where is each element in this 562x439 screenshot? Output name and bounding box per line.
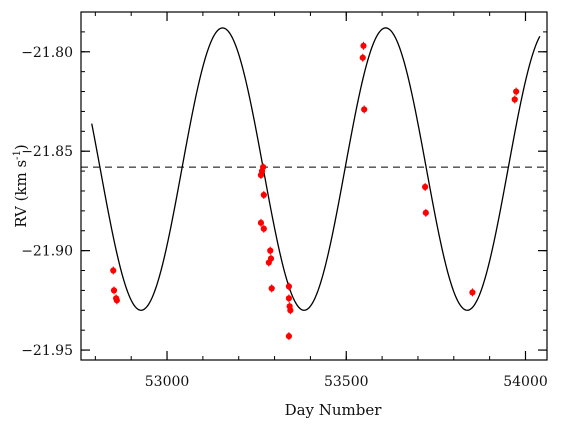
x-tick-label: 53000 xyxy=(145,374,190,390)
rv-data-point xyxy=(110,287,118,294)
rv-data-point xyxy=(513,88,520,95)
rv-data-point xyxy=(469,289,476,296)
minor-ticks xyxy=(81,11,547,360)
y-tick-label: −21.80 xyxy=(21,45,73,61)
rv-data-points xyxy=(110,41,520,341)
rv-data-point xyxy=(259,164,267,171)
rv-data-point xyxy=(267,247,274,254)
y-axis-title: RV (km s-1) xyxy=(12,144,30,228)
rv-data-point xyxy=(287,307,294,314)
rv-data-point xyxy=(113,297,120,304)
rv-data-point xyxy=(268,285,275,292)
rv-data-point xyxy=(285,333,293,340)
y-tick-label: −21.85 xyxy=(21,144,73,160)
y-tick-label: −21.95 xyxy=(21,343,73,359)
rv-data-point xyxy=(260,225,267,232)
rv-data-point xyxy=(265,259,272,266)
rv-data-point xyxy=(422,183,429,191)
tick-labels: 53000 53500 54000 −21.80 −21.85 −21.90 −21.95 xyxy=(21,45,548,390)
x-tick-label: 53500 xyxy=(324,374,369,390)
y-axis-title-close: ) xyxy=(12,144,30,150)
rv-data-point xyxy=(285,295,293,302)
rv-data-point xyxy=(285,283,293,290)
y-tick-label: −21.90 xyxy=(21,244,73,260)
rv-data-point xyxy=(257,219,265,226)
rv-data-point xyxy=(260,191,267,199)
plot-frame xyxy=(80,11,548,361)
x-tick-label: 54000 xyxy=(503,374,548,390)
y-axis-title-main: RV (km s xyxy=(12,160,30,228)
major-ticks xyxy=(81,12,547,360)
x-axis-title: Day Number xyxy=(285,401,383,419)
rv-data-point xyxy=(511,96,518,103)
rv-data-point xyxy=(360,42,367,49)
orbit-fit-curve xyxy=(91,27,541,311)
y-axis-title-superscript: -1 xyxy=(12,150,23,160)
rv-data-point xyxy=(359,54,366,61)
rv-data-point xyxy=(110,267,117,274)
rv-data-point xyxy=(422,209,429,216)
rv-data-point xyxy=(361,106,368,113)
